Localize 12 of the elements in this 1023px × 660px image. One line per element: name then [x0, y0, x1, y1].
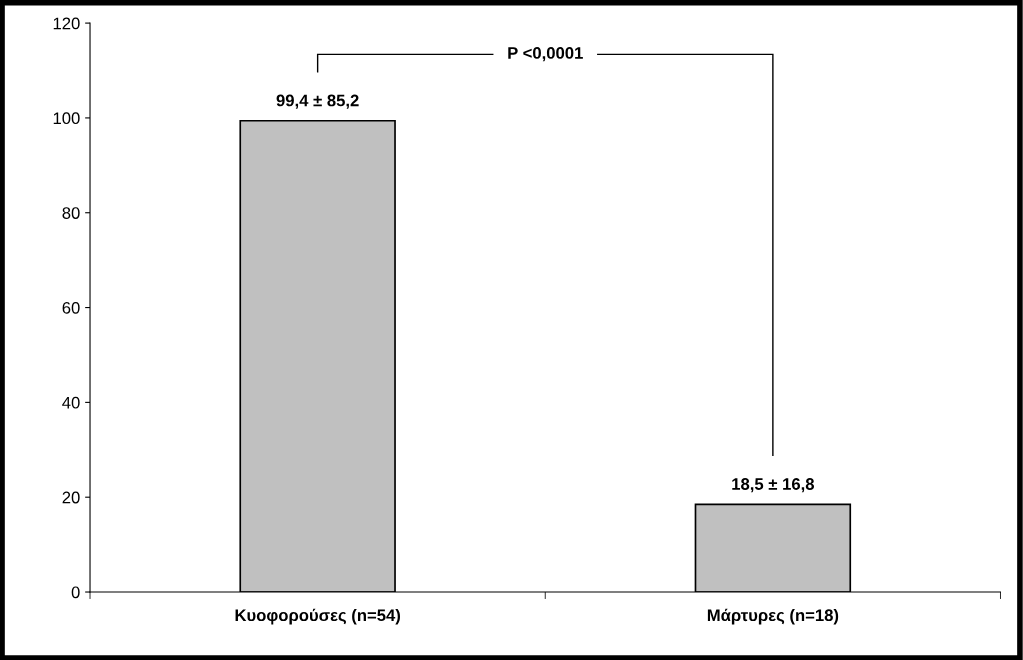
y-tick-label: 20 — [62, 491, 80, 504]
data-label: 18,5 ± 16,8 — [732, 478, 815, 493]
x-tick-label: Κυοφορούσες (n=54) — [235, 608, 400, 625]
y-tick-label: 100 — [53, 112, 80, 125]
y-tick-label: 80 — [62, 207, 80, 219]
y-tick-label: 40 — [62, 396, 80, 409]
data-label: 99,4 ± 85,2 — [276, 94, 359, 109]
y-tick-label: 60 — [62, 301, 80, 314]
y-tick-label: 120 — [53, 17, 80, 30]
x-tick-label: Μάρτυρες (n=18) — [707, 608, 839, 625]
y-tick-label: 0 — [71, 586, 80, 599]
annotation: P <0,0001 — [508, 47, 583, 62]
